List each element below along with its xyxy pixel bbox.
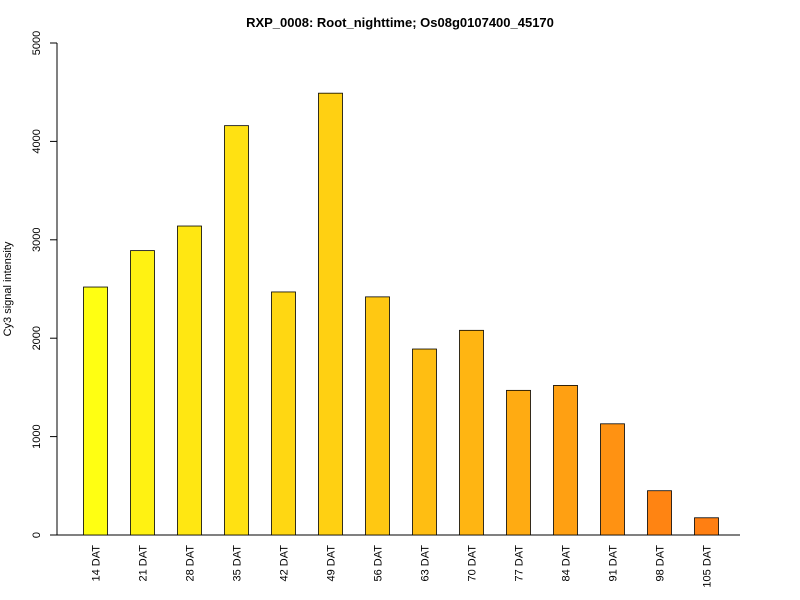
bar bbox=[412, 348, 437, 536]
bar bbox=[506, 389, 531, 536]
x-tick-label: 98 DAT bbox=[655, 545, 667, 582]
x-tick-label: 49 DAT bbox=[326, 545, 338, 582]
bars bbox=[83, 92, 719, 536]
bar bbox=[318, 92, 343, 536]
x-tick-label: 35 DAT bbox=[232, 545, 244, 582]
y-tick-label: 0 bbox=[31, 532, 43, 538]
y-tick-label: 4000 bbox=[31, 129, 43, 153]
x-tick-labels: 14 DAT 21 DAT 28 DAT 35 DAT 42 DAT 49 DAT 56 D… bbox=[91, 545, 714, 588]
bar bbox=[365, 296, 390, 536]
x-tick-label: 42 DAT bbox=[279, 545, 291, 582]
y-axis: 0 1000 2000 3000 4000 5000 bbox=[31, 31, 58, 538]
x-tick-label: 63 DAT bbox=[420, 545, 432, 582]
y-axis-label: Cy3 signal intensity bbox=[2, 241, 14, 336]
bar bbox=[694, 517, 719, 536]
bar bbox=[553, 385, 578, 536]
x-tick-label: 28 DAT bbox=[185, 545, 197, 582]
x-tick-label: 21 DAT bbox=[138, 545, 150, 582]
bar bbox=[224, 125, 249, 536]
bar bbox=[271, 291, 296, 536]
y-tick-label: 3000 bbox=[31, 228, 43, 252]
x-tick-label: 70 DAT bbox=[467, 545, 479, 582]
x-tick-label: 14 DAT bbox=[91, 545, 103, 582]
y-tick-label: 2000 bbox=[31, 326, 43, 350]
x-tick-label: 77 DAT bbox=[514, 545, 526, 582]
y-tick-label: 1000 bbox=[31, 424, 43, 448]
x-tick-label: 84 DAT bbox=[561, 545, 573, 582]
bar bbox=[647, 490, 672, 536]
bar bbox=[459, 329, 484, 536]
bar bbox=[177, 225, 202, 536]
x-tick-label: 105 DAT bbox=[702, 545, 714, 588]
bar bbox=[83, 286, 108, 536]
x-tick-label: 56 DAT bbox=[373, 545, 385, 582]
bar bbox=[130, 250, 155, 536]
chart-title: RXP_0008: Root_nighttime; Os08g0107400_4… bbox=[246, 15, 554, 30]
y-tick-label: 5000 bbox=[31, 31, 43, 55]
x-tick-label: 91 DAT bbox=[608, 545, 620, 582]
bar bbox=[600, 423, 625, 536]
